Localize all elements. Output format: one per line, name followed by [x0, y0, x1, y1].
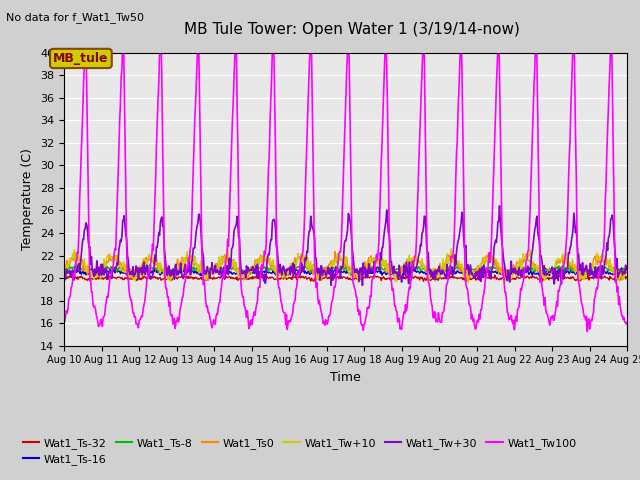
Wat1_Ts-16	[415, 269, 422, 275]
Text: No data for f_Wat1_Tw50: No data for f_Wat1_Tw50	[6, 12, 145, 23]
Wat1_Tw100	[186, 256, 193, 262]
Wat1_Ts-32	[415, 275, 422, 281]
Wat1_Tw+30	[358, 283, 366, 288]
Wat1_Tw+10	[355, 280, 362, 286]
Wat1_Tw+30	[186, 258, 193, 264]
Wat1_Ts-32	[591, 272, 598, 277]
Wat1_Ts0	[331, 249, 339, 254]
Wat1_Ts0	[204, 277, 212, 283]
Wat1_Tw100	[623, 319, 631, 325]
Wat1_Tw100	[584, 329, 591, 335]
Wat1_Ts-8	[70, 264, 78, 270]
Wat1_Tw+10	[415, 258, 422, 264]
Wat1_Ts-32	[215, 274, 223, 280]
Wat1_Ts0	[623, 267, 631, 273]
Wat1_Tw+10	[431, 278, 439, 284]
Wat1_Ts-8	[60, 269, 68, 275]
Wat1_Tw+10	[60, 266, 68, 272]
Wat1_Ts-32	[310, 278, 317, 284]
Line: Wat1_Ts-16: Wat1_Ts-16	[64, 268, 627, 277]
Wat1_Ts-8	[623, 266, 631, 272]
Wat1_Tw100	[532, 16, 540, 22]
Wat1_Tw+30	[215, 272, 223, 277]
Wat1_Ts-8	[416, 264, 424, 270]
Wat1_Ts-32	[186, 276, 193, 281]
Wat1_Tw+10	[215, 254, 223, 260]
Line: Wat1_Ts-32: Wat1_Ts-32	[64, 275, 627, 281]
Wat1_Tw+30	[128, 272, 136, 277]
Wat1_Ts0	[186, 255, 193, 261]
Line: Wat1_Ts-8: Wat1_Ts-8	[64, 264, 627, 274]
Wat1_Tw+30	[70, 277, 78, 283]
Wat1_Ts-8	[432, 267, 440, 273]
Wat1_Tw100	[60, 317, 68, 323]
Wat1_Ts-8	[129, 269, 137, 275]
Text: MB_tule: MB_tule	[53, 52, 109, 65]
Wat1_Ts0	[416, 259, 424, 264]
Wat1_Ts-16	[60, 270, 68, 276]
Line: Wat1_Tw100: Wat1_Tw100	[64, 19, 627, 332]
Wat1_Ts-16	[623, 270, 631, 276]
Wat1_Tw+30	[415, 252, 422, 257]
Wat1_Tw100	[215, 300, 223, 306]
Wat1_Ts0	[128, 276, 136, 281]
Wat1_Ts0	[216, 258, 224, 264]
Wat1_Tw+10	[70, 247, 78, 252]
Wat1_Ts-32	[128, 276, 136, 282]
Wat1_Tw100	[70, 273, 78, 279]
Line: Wat1_Ts0: Wat1_Ts0	[64, 252, 627, 280]
Wat1_Ts-16	[186, 268, 193, 274]
Wat1_Tw+30	[496, 203, 504, 209]
Wat1_Ts-16	[410, 265, 418, 271]
X-axis label: Time: Time	[330, 371, 361, 384]
Wat1_Ts-8	[216, 265, 224, 271]
Wat1_Ts-16	[70, 268, 78, 274]
Wat1_Ts0	[70, 256, 78, 262]
Wat1_Ts-8	[72, 261, 79, 266]
Wat1_Ts-16	[536, 274, 543, 280]
Wat1_Tw+10	[128, 268, 136, 274]
Wat1_Ts-8	[273, 271, 281, 276]
Wat1_Ts-32	[623, 275, 631, 281]
Wat1_Tw+30	[431, 276, 439, 282]
Wat1_Tw100	[128, 303, 136, 309]
Wat1_Ts-8	[186, 265, 194, 271]
Wat1_Ts-16	[431, 271, 439, 276]
Wat1_Ts-32	[431, 276, 439, 282]
Wat1_Ts-16	[128, 270, 136, 276]
Text: MB Tule Tower: Open Water 1 (3/19/14-now): MB Tule Tower: Open Water 1 (3/19/14-now…	[184, 22, 520, 36]
Wat1_Tw+30	[60, 268, 68, 274]
Wat1_Tw+10	[186, 255, 193, 261]
Wat1_Ts-16	[215, 270, 223, 276]
Wat1_Tw+30	[623, 266, 631, 272]
Wat1_Ts-32	[60, 275, 68, 281]
Legend: Wat1_Ts-32, Wat1_Ts-16, Wat1_Ts-8, Wat1_Ts0, Wat1_Tw+10, Wat1_Tw+30, Wat1_Tw100: Wat1_Ts-32, Wat1_Ts-16, Wat1_Ts-8, Wat1_…	[19, 433, 581, 469]
Wat1_Tw+10	[447, 246, 455, 252]
Wat1_Tw+10	[623, 266, 631, 272]
Line: Wat1_Tw+10: Wat1_Tw+10	[64, 249, 627, 283]
Line: Wat1_Tw+30: Wat1_Tw+30	[64, 206, 627, 286]
Wat1_Ts0	[60, 269, 68, 275]
Wat1_Tw100	[414, 188, 422, 194]
Wat1_Tw100	[431, 309, 438, 314]
Y-axis label: Temperature (C): Temperature (C)	[22, 148, 35, 250]
Wat1_Ts-32	[70, 274, 78, 280]
Wat1_Ts0	[432, 267, 440, 273]
